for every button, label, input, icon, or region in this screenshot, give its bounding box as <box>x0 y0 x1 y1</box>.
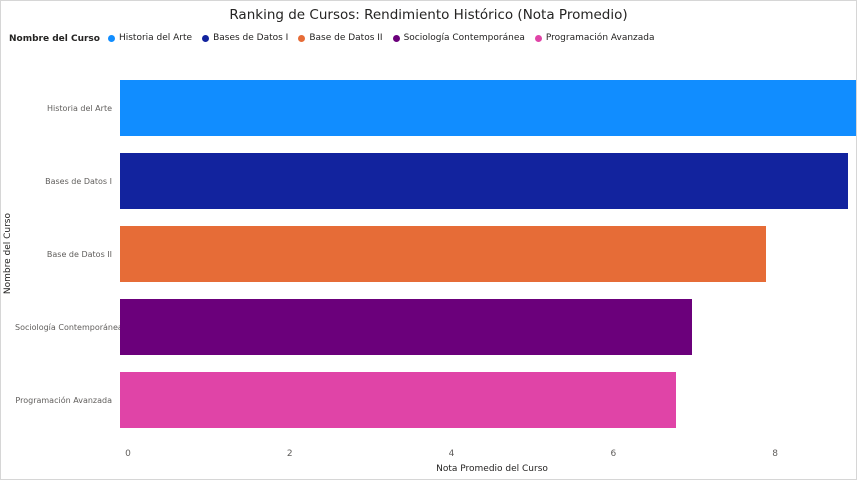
chart-row: Base de Datos II <box>15 218 856 291</box>
x-axis: 0 2 4 6 8 <box>125 448 856 461</box>
legend-color-icon <box>202 34 210 42</box>
bar[interactable] <box>120 80 856 136</box>
bar-track <box>120 153 856 209</box>
legend-title: Nombre del Curso <box>9 33 100 44</box>
category-label: Bases de Datos I <box>45 176 112 186</box>
category-label: Base de Datos II <box>46 249 112 259</box>
chart-row: Historia del Arte <box>15 72 856 145</box>
chart-title: Ranking de Cursos: Rendimiento Histórico… <box>229 7 628 23</box>
legend-item[interactable]: Historia del Arte <box>107 32 193 44</box>
legend-item[interactable]: Bases de Datos I <box>202 32 288 44</box>
legend-items: Historia del Arte Bases de Datos I Base de… <box>107 32 665 46</box>
category-label: Programación Avanzada <box>15 395 112 405</box>
bar[interactable] <box>120 372 677 428</box>
x-axis-title: Nota Promedio del Curso <box>436 463 548 474</box>
bar[interactable] <box>120 299 693 355</box>
x-tick-label: 0 <box>125 448 131 459</box>
legend-label: Historia del Arte <box>118 33 193 43</box>
category-label: Historia del Arte <box>47 103 112 113</box>
legend-label: Bases de Datos I <box>213 33 289 43</box>
x-tick-label: 2 <box>286 448 293 459</box>
category-label: Sociología Contemporánea <box>15 322 123 332</box>
bar-track <box>120 372 856 428</box>
y-axis-title: Nombre del Curso <box>1 72 15 437</box>
bar[interactable] <box>120 153 848 209</box>
legend-color-icon <box>107 34 115 42</box>
legend-item[interactable]: Sociología Contemporánea <box>392 32 525 44</box>
chart-row: Sociología Contemporánea <box>15 291 856 364</box>
bar-track <box>120 299 856 355</box>
legend-color-icon <box>392 34 400 42</box>
legend-color-icon <box>298 34 306 42</box>
bar-track <box>120 226 856 282</box>
bar-track <box>120 80 856 136</box>
plot-area: Nombre del Curso Historia del Arte Bases … <box>1 72 856 437</box>
legend-label: Sociología Contemporánea <box>403 33 525 43</box>
y-axis-title-text: Nombre del Curso <box>3 213 13 295</box>
bar-rows: Historia del Arte Bases de Datos I Base de… <box>15 72 856 437</box>
x-tick-label: 6 <box>610 448 617 459</box>
legend-label: Base de Datos II <box>309 33 383 43</box>
legend-item[interactable]: Programación Avanzada <box>534 32 655 44</box>
legend: Nombre del Curso Historia del Arte Bases … <box>1 24 856 46</box>
chart-row: Bases de Datos I <box>15 145 856 218</box>
bar[interactable] <box>120 226 767 282</box>
legend-label: Programación Avanzada <box>545 33 655 43</box>
legend-color-icon <box>534 34 542 42</box>
x-tick-label: 8 <box>772 448 778 459</box>
chart-row: Programación Avanzada <box>15 364 856 437</box>
x-tick-label: 4 <box>448 448 455 459</box>
legend-item[interactable]: Base de Datos II <box>298 32 383 44</box>
